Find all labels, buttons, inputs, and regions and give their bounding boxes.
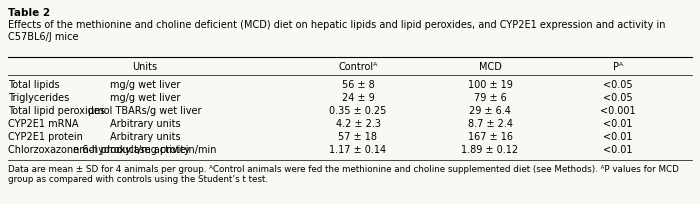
Text: nmol product/mg protein/min: nmol product/mg protein/min: [74, 145, 217, 155]
Text: <0.01: <0.01: [603, 119, 633, 129]
Text: 79 ± 6: 79 ± 6: [474, 93, 506, 103]
Text: 4.2 ± 2.3: 4.2 ± 2.3: [335, 119, 381, 129]
Text: mg/g wet liver: mg/g wet liver: [110, 93, 180, 103]
Text: Arbitrary units: Arbitrary units: [110, 132, 181, 142]
Text: 100 ± 19: 100 ± 19: [468, 80, 512, 90]
Text: Effects of the methionine and choline deficient (MCD) diet on hepatic lipids and: Effects of the methionine and choline de…: [8, 20, 666, 42]
Text: 1.17 ± 0.14: 1.17 ± 0.14: [330, 145, 386, 155]
Text: Data are mean ± SD for 4 animals per group. ᴬControl animals were fed the methio: Data are mean ± SD for 4 animals per gro…: [8, 165, 679, 174]
Text: mg/g wet liver: mg/g wet liver: [110, 80, 180, 90]
Text: Total lipid peroxides: Total lipid peroxides: [8, 106, 105, 116]
Text: <0.05: <0.05: [603, 93, 633, 103]
Text: 57 ± 18: 57 ± 18: [339, 132, 377, 142]
Text: 1.89 ± 0.12: 1.89 ± 0.12: [461, 145, 519, 155]
Text: Table 2: Table 2: [8, 8, 50, 18]
Text: 56 ± 8: 56 ± 8: [342, 80, 374, 90]
Text: µmol TBARs/g wet liver: µmol TBARs/g wet liver: [88, 106, 202, 116]
Text: 24 ± 9: 24 ± 9: [342, 93, 374, 103]
Text: group as compared with controls using the Student’s t test.: group as compared with controls using th…: [8, 175, 268, 184]
Text: MCD: MCD: [479, 62, 501, 72]
Text: Pᴬ: Pᴬ: [613, 62, 623, 72]
Text: 8.7 ± 2.4: 8.7 ± 2.4: [468, 119, 512, 129]
Text: 0.35 ± 0.25: 0.35 ± 0.25: [329, 106, 386, 116]
Text: 29 ± 6.4: 29 ± 6.4: [469, 106, 511, 116]
Text: Total lipids: Total lipids: [8, 80, 60, 90]
Text: Triglycerides: Triglycerides: [8, 93, 69, 103]
Text: <0.001: <0.001: [600, 106, 636, 116]
Text: CYP2E1 protein: CYP2E1 protein: [8, 132, 83, 142]
Text: Controlᴬ: Controlᴬ: [338, 62, 378, 72]
Text: <0.01: <0.01: [603, 132, 633, 142]
Text: Arbitrary units: Arbitrary units: [110, 119, 181, 129]
Text: Chlorzoxazone 6-hydroxylase activity: Chlorzoxazone 6-hydroxylase activity: [8, 145, 190, 155]
Text: Units: Units: [132, 62, 158, 72]
Text: <0.01: <0.01: [603, 145, 633, 155]
Text: <0.05: <0.05: [603, 80, 633, 90]
Text: 167 ± 16: 167 ± 16: [468, 132, 512, 142]
Text: CYP2E1 mRNA: CYP2E1 mRNA: [8, 119, 78, 129]
